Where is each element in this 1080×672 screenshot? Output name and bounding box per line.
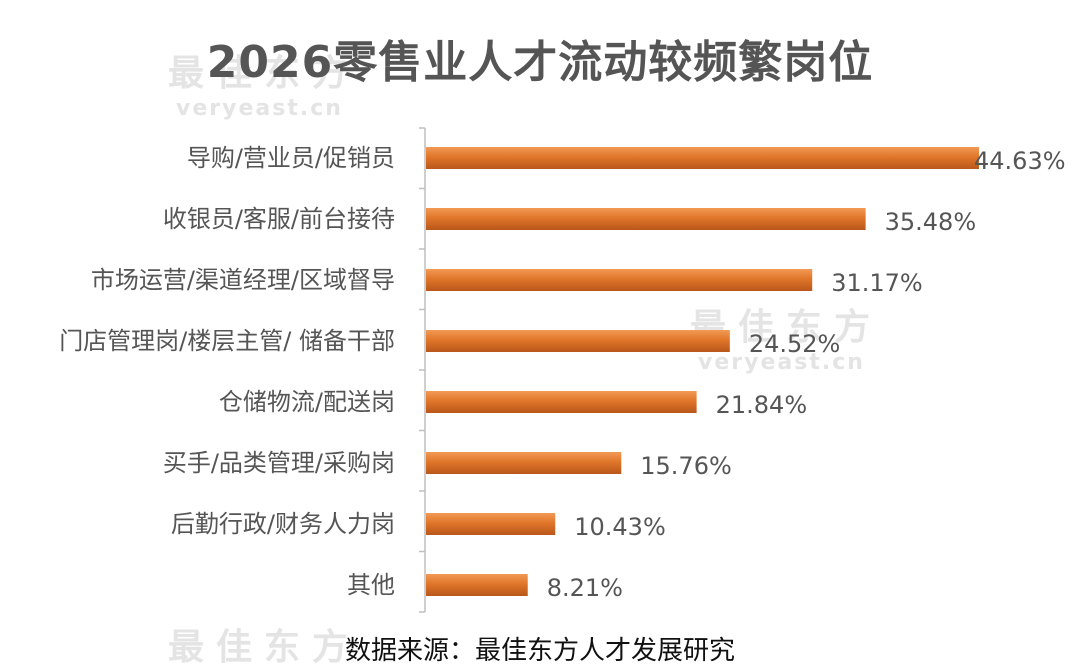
data-label: 15.76% [640,452,732,480]
category-label: 买手/品类管理/采购岗 [163,449,395,477]
data-label: 10.43% [574,513,666,541]
data-label: 31.17% [831,269,923,297]
category-label: 后勤行政/财务人力岗 [171,510,395,538]
bar [426,513,556,535]
category-label: 仓储物流/配送岗 [219,388,395,416]
watermark: 最佳东方 [168,627,361,668]
data-label: 24.52% [749,330,841,358]
data-label: 44.63% [974,147,1066,175]
data-source-note: 数据来源：最佳东方人才发展研究 [344,636,735,666]
category-label: 其他 [347,571,395,599]
category-label: 市场运营/渠道经理/区域督导 [91,266,395,294]
bar [426,452,622,474]
bar [426,208,866,230]
chart-title: 2026零售业人才流动较频繁岗位 [206,37,874,88]
category-label: 导购/营业员/促销员 [187,144,395,172]
watermark: 最佳东方 veryeast.cn [168,53,361,121]
bar [426,147,979,169]
bar [426,269,813,291]
category-label: 收银员/客服/前台接待 [163,205,395,233]
category-label: 门店管理岗/楼层主管/ 储备干部 [59,327,395,355]
data-label: 8.21% [547,574,623,602]
data-label: 35.48% [885,208,977,236]
bar [426,330,730,352]
data-label: 21.84% [716,391,808,419]
bar [426,391,697,413]
bar [426,574,528,596]
watermark: 最佳东方 veryeast.cn [690,307,883,375]
